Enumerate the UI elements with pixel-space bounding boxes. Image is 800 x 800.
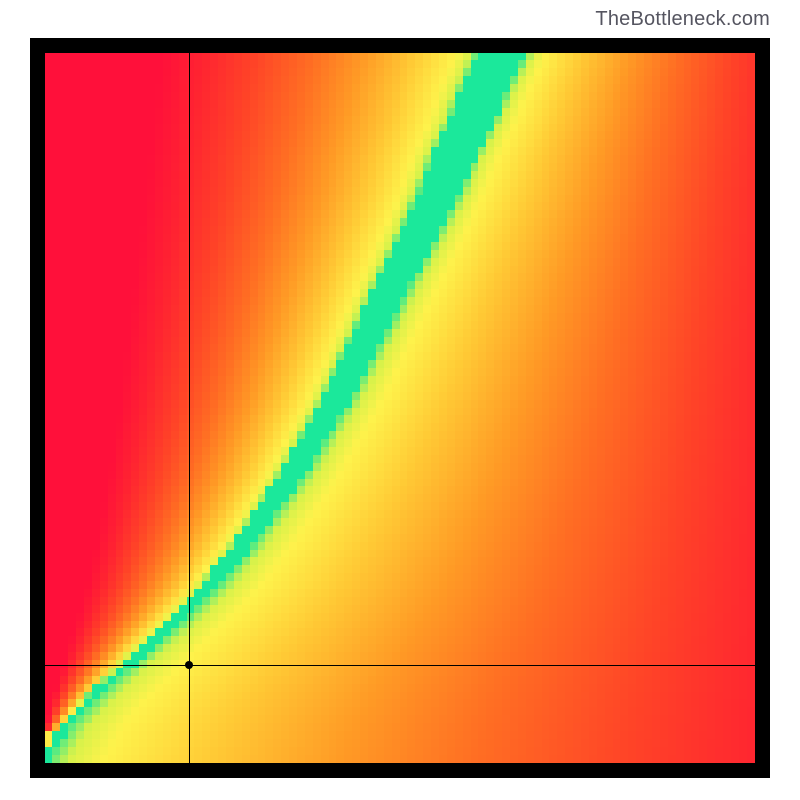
attribution-text: TheBottleneck.com — [595, 8, 770, 31]
crosshair-vertical — [189, 53, 190, 763]
crosshair-horizontal — [45, 665, 755, 666]
heatmap-canvas — [45, 53, 755, 763]
heatmap-frame — [30, 38, 770, 778]
marker-dot — [185, 661, 193, 669]
heatmap-inner — [45, 53, 755, 763]
page-root: TheBottleneck.com — [0, 0, 800, 800]
